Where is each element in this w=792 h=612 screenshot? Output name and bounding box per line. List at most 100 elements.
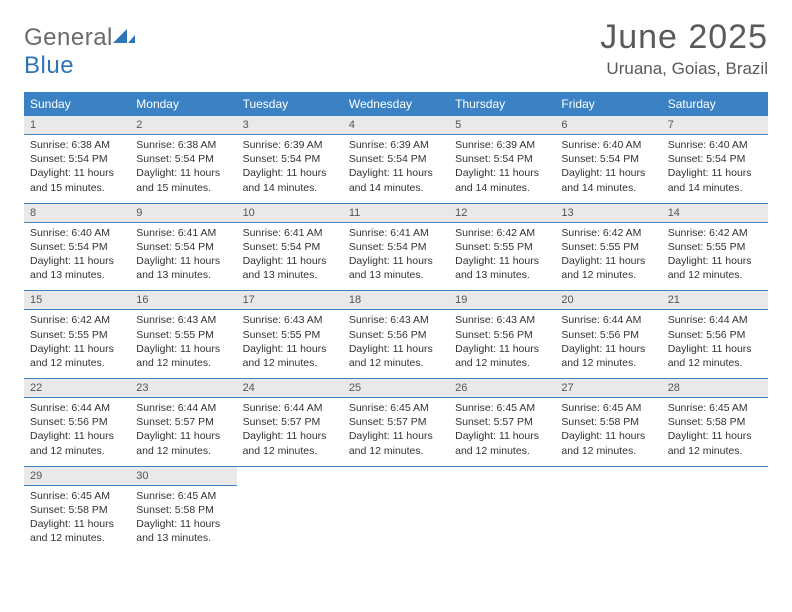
day-body: Sunrise: 6:39 AMSunset: 5:54 PMDaylight:… <box>343 135 449 203</box>
daylight-text: Daylight: 11 hours and 13 minutes. <box>136 254 230 282</box>
weekday-header: Saturday <box>662 92 768 116</box>
day-number-cell: 22 <box>24 379 130 398</box>
day-number-cell: 11 <box>343 203 449 222</box>
day-number-cell: 4 <box>343 116 449 135</box>
sunset-text: Sunset: 5:56 PM <box>455 328 549 342</box>
day-number: 21 <box>662 291 768 309</box>
day-number-cell: 2 <box>130 116 236 135</box>
day-detail-cell: Sunrise: 6:39 AMSunset: 5:54 PMDaylight:… <box>237 135 343 204</box>
sunset-text: Sunset: 5:56 PM <box>561 328 655 342</box>
day-body: Sunrise: 6:45 AMSunset: 5:58 PMDaylight:… <box>130 486 236 554</box>
daynum-row: 891011121314 <box>24 203 768 222</box>
sunset-text: Sunset: 5:55 PM <box>561 240 655 254</box>
day-detail-cell: Sunrise: 6:45 AMSunset: 5:57 PMDaylight:… <box>449 398 555 467</box>
day-number-cell <box>237 466 343 485</box>
daynum-row: 2930 <box>24 466 768 485</box>
day-number: 1 <box>24 116 130 134</box>
daylight-text: Daylight: 11 hours and 14 minutes. <box>349 166 443 194</box>
calendar-table: SundayMondayTuesdayWednesdayThursdayFrid… <box>24 92 768 553</box>
detail-row: Sunrise: 6:38 AMSunset: 5:54 PMDaylight:… <box>24 135 768 204</box>
daylight-text: Daylight: 11 hours and 12 minutes. <box>668 429 762 457</box>
day-number-cell: 5 <box>449 116 555 135</box>
day-number-cell: 23 <box>130 379 236 398</box>
day-detail-cell: Sunrise: 6:45 AMSunset: 5:58 PMDaylight:… <box>555 398 661 467</box>
weekday-header: Friday <box>555 92 661 116</box>
sunrise-text: Sunrise: 6:41 AM <box>136 226 230 240</box>
day-number-cell: 21 <box>662 291 768 310</box>
day-body: Sunrise: 6:38 AMSunset: 5:54 PMDaylight:… <box>24 135 130 203</box>
sunset-text: Sunset: 5:58 PM <box>561 415 655 429</box>
sunrise-text: Sunrise: 6:43 AM <box>349 313 443 327</box>
detail-row: Sunrise: 6:44 AMSunset: 5:56 PMDaylight:… <box>24 398 768 467</box>
daynum-row: 15161718192021 <box>24 291 768 310</box>
day-detail-cell <box>237 485 343 553</box>
day-body: Sunrise: 6:43 AMSunset: 5:56 PMDaylight:… <box>449 310 555 378</box>
weekday-row: SundayMondayTuesdayWednesdayThursdayFrid… <box>24 92 768 116</box>
day-number-cell: 29 <box>24 466 130 485</box>
day-body: Sunrise: 6:41 AMSunset: 5:54 PMDaylight:… <box>130 223 236 291</box>
sunrise-text: Sunrise: 6:44 AM <box>561 313 655 327</box>
daylight-text: Daylight: 11 hours and 13 minutes. <box>349 254 443 282</box>
day-number-cell <box>343 466 449 485</box>
sunrise-text: Sunrise: 6:40 AM <box>668 138 762 152</box>
sunrise-text: Sunrise: 6:43 AM <box>243 313 337 327</box>
sunset-text: Sunset: 5:57 PM <box>243 415 337 429</box>
sunset-text: Sunset: 5:54 PM <box>30 240 124 254</box>
weekday-header: Sunday <box>24 92 130 116</box>
sunrise-text: Sunrise: 6:44 AM <box>243 401 337 415</box>
sunrise-text: Sunrise: 6:38 AM <box>30 138 124 152</box>
day-number: 15 <box>24 291 130 309</box>
daylight-text: Daylight: 11 hours and 12 minutes. <box>561 342 655 370</box>
day-body: Sunrise: 6:42 AMSunset: 5:55 PMDaylight:… <box>555 223 661 291</box>
month-title: June 2025 <box>600 18 768 57</box>
day-detail-cell: Sunrise: 6:45 AMSunset: 5:58 PMDaylight:… <box>130 485 236 553</box>
day-number: 26 <box>449 379 555 397</box>
detail-row: Sunrise: 6:45 AMSunset: 5:58 PMDaylight:… <box>24 485 768 553</box>
day-body: Sunrise: 6:38 AMSunset: 5:54 PMDaylight:… <box>130 135 236 203</box>
day-number-cell: 25 <box>343 379 449 398</box>
day-detail-cell <box>662 485 768 553</box>
daylight-text: Daylight: 11 hours and 14 minutes. <box>668 166 762 194</box>
logo-sail-icon <box>113 24 135 52</box>
logo: General Blue <box>24 24 135 80</box>
day-number: 14 <box>662 204 768 222</box>
day-number: 20 <box>555 291 661 309</box>
sunset-text: Sunset: 5:54 PM <box>136 152 230 166</box>
daylight-text: Daylight: 11 hours and 12 minutes. <box>349 429 443 457</box>
daylight-text: Daylight: 11 hours and 13 minutes. <box>30 254 124 282</box>
sunrise-text: Sunrise: 6:44 AM <box>136 401 230 415</box>
weekday-header: Monday <box>130 92 236 116</box>
sunset-text: Sunset: 5:54 PM <box>136 240 230 254</box>
day-number: 29 <box>24 467 130 485</box>
day-body: Sunrise: 6:45 AMSunset: 5:57 PMDaylight:… <box>449 398 555 466</box>
daylight-text: Daylight: 11 hours and 14 minutes. <box>243 166 337 194</box>
day-number: 4 <box>343 116 449 134</box>
day-number-cell: 20 <box>555 291 661 310</box>
day-number-cell <box>449 466 555 485</box>
day-body: Sunrise: 6:43 AMSunset: 5:55 PMDaylight:… <box>237 310 343 378</box>
sunrise-text: Sunrise: 6:39 AM <box>243 138 337 152</box>
day-number: 30 <box>130 467 236 485</box>
day-body: Sunrise: 6:44 AMSunset: 5:57 PMDaylight:… <box>130 398 236 466</box>
day-body: Sunrise: 6:45 AMSunset: 5:58 PMDaylight:… <box>662 398 768 466</box>
day-number: 19 <box>449 291 555 309</box>
day-number: 11 <box>343 204 449 222</box>
daylight-text: Daylight: 11 hours and 12 minutes. <box>136 429 230 457</box>
sunrise-text: Sunrise: 6:39 AM <box>349 138 443 152</box>
day-body: Sunrise: 6:39 AMSunset: 5:54 PMDaylight:… <box>449 135 555 203</box>
sunrise-text: Sunrise: 6:44 AM <box>30 401 124 415</box>
day-number-cell: 24 <box>237 379 343 398</box>
day-number-cell: 14 <box>662 203 768 222</box>
header: General Blue June 2025 Uruana, Goias, Br… <box>24 18 768 80</box>
sunrise-text: Sunrise: 6:38 AM <box>136 138 230 152</box>
day-number: 22 <box>24 379 130 397</box>
sunrise-text: Sunrise: 6:43 AM <box>455 313 549 327</box>
day-detail-cell: Sunrise: 6:41 AMSunset: 5:54 PMDaylight:… <box>130 222 236 291</box>
sunrise-text: Sunrise: 6:42 AM <box>455 226 549 240</box>
daylight-text: Daylight: 11 hours and 14 minutes. <box>561 166 655 194</box>
day-number-cell: 15 <box>24 291 130 310</box>
day-body: Sunrise: 6:43 AMSunset: 5:55 PMDaylight:… <box>130 310 236 378</box>
day-number-cell: 13 <box>555 203 661 222</box>
day-body: Sunrise: 6:42 AMSunset: 5:55 PMDaylight:… <box>449 223 555 291</box>
day-detail-cell: Sunrise: 6:43 AMSunset: 5:56 PMDaylight:… <box>343 310 449 379</box>
